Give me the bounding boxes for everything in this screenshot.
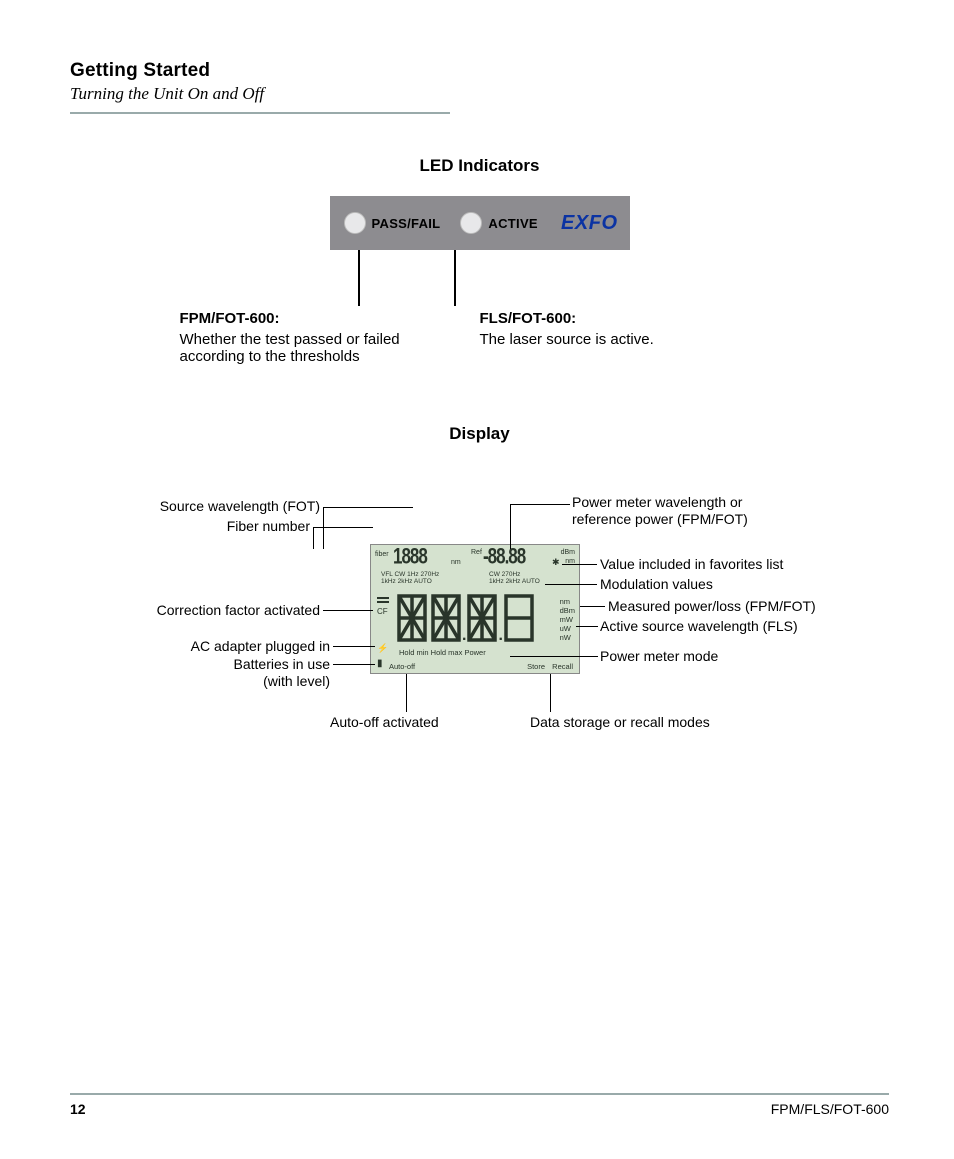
leader-line: [406, 674, 407, 712]
leader-line: [510, 504, 511, 549]
leader-line: [576, 626, 598, 627]
lcd-store: Store: [527, 662, 545, 671]
led-indicators-heading: LED Indicators: [70, 156, 889, 176]
lcd-mod-left: VFL CW 1Hz 270Hz 1kHz 2kHz AUTO: [381, 571, 439, 585]
led-area: PASS/FAIL ACTIVE EXFO FPM/FOT-600: Wheth…: [180, 196, 780, 376]
leader-line: [323, 507, 413, 508]
label-ac-adapter: AC adapter plugged in: [70, 638, 330, 654]
pass-fail-led-icon: [344, 212, 366, 234]
lcd-cf-label: CF: [377, 607, 388, 616]
label-power-meter-mode: Power meter mode: [600, 648, 718, 664]
lcd-dbm-top: dBm: [561, 549, 575, 556]
leader-line: [550, 674, 551, 712]
lcd-recall: Recall: [552, 662, 573, 671]
footer-rule: [70, 1093, 889, 1095]
label-batteries: Batteries in use(with level): [70, 656, 330, 690]
display-area: fiber 1888 nm Ref -88.88 ✱ dBm nm VFL CW…: [70, 474, 890, 754]
lcd-mod-right: CW 270Hz 1kHz 2kHz AUTO: [489, 571, 540, 585]
callout-left-title: FPM/FOT-600:: [180, 310, 480, 327]
page-header: Getting Started Turning the Unit On and …: [70, 60, 889, 114]
leader-line: [545, 584, 597, 585]
lcd-big-digit: [466, 593, 498, 643]
lcd-auto-off: Auto-off: [389, 662, 415, 671]
label-auto-off: Auto-off activated: [330, 714, 439, 730]
pass-fail-label: PASS/FAIL: [372, 216, 441, 231]
section-title: Getting Started: [70, 60, 889, 82]
leader-line: [454, 250, 456, 306]
lcd-big-digits: . .: [396, 593, 535, 645]
leader-line: [580, 606, 605, 607]
lcd-screen: fiber 1888 nm Ref -88.88 ✱ dBm nm VFL CW…: [370, 544, 580, 674]
lcd-top-left-digits: 1888: [393, 547, 427, 567]
doc-id: FPM/FLS/FOT-600: [771, 1101, 889, 1117]
page-number: 12: [70, 1101, 86, 1117]
label-favorites: Value included in favorites list: [600, 556, 783, 572]
leader-line: [562, 564, 597, 565]
lcd-units: nm dBm mW uW nW: [560, 597, 575, 642]
leader-line: [313, 527, 314, 549]
lcd-big-digit: [430, 593, 462, 643]
lcd-nm-left: nm: [451, 559, 461, 566]
active-led-icon: [460, 212, 482, 234]
label-active-source: Active source wavelength (FLS): [600, 618, 798, 634]
lcd-ref-label: Ref: [471, 549, 482, 556]
lcd-bottom-row: Hold min Hold max Power: [399, 648, 486, 657]
led-callouts: FPM/FOT-600: Whether the test passed or …: [180, 310, 780, 365]
label-source-wavelength: Source wavelength (FOT): [70, 498, 320, 514]
lcd-minus-icon: [377, 597, 389, 603]
label-power-meter-wavelength: Power meter wavelength orreference power…: [572, 494, 802, 528]
label-measured-power: Measured power/loss (FPM/FOT): [608, 598, 816, 614]
callout-left: FPM/FOT-600: Whether the test passed or …: [180, 310, 480, 365]
leader-line: [358, 250, 360, 306]
lcd-fiber-label: fiber: [375, 551, 389, 558]
header-rule: [70, 112, 450, 114]
exfo-logo: EXFO: [561, 212, 617, 235]
leader-line: [323, 610, 373, 611]
display-heading: Display: [70, 424, 889, 444]
led-panel: PASS/FAIL ACTIVE EXFO: [330, 196, 630, 250]
lcd-star-icon: ✱: [552, 557, 560, 568]
leader-line: [510, 656, 598, 657]
leader-line: [333, 646, 375, 647]
label-correction-factor: Correction factor activated: [70, 602, 320, 618]
leader-line: [510, 504, 570, 505]
section-subtitle: Turning the Unit On and Off: [70, 84, 889, 104]
callout-right-text: The laser source is active.: [480, 331, 780, 348]
leader-line: [313, 527, 373, 528]
label-data-storage: Data storage or recall modes: [530, 714, 710, 730]
active-label: ACTIVE: [488, 216, 537, 231]
callout-left-text: Whether the test passed or failed accord…: [180, 331, 420, 365]
label-modulation: Modulation values: [600, 576, 713, 592]
lcd-battery-icon: ▮: [377, 658, 383, 669]
callout-right: FLS/FOT-600: The laser source is active.: [480, 310, 780, 365]
lcd-plug-icon: ⚡: [377, 643, 388, 654]
label-fiber-number: Fiber number: [70, 518, 310, 534]
leader-line: [333, 664, 375, 665]
page-footer: 12 FPM/FLS/FOT-600: [70, 1093, 889, 1117]
lcd-top-right-digits: -88.88: [483, 547, 525, 567]
lcd-big-digit: [396, 593, 428, 643]
callout-right-title: FLS/FOT-600:: [480, 310, 780, 327]
leader-line: [323, 507, 324, 549]
lcd-big-digit: [503, 593, 535, 643]
